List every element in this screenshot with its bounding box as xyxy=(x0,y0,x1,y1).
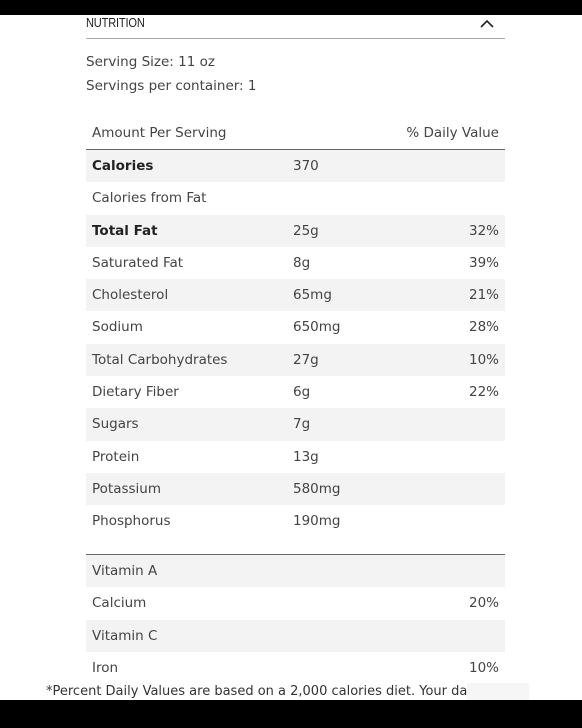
table-row: Calcium 20% xyxy=(86,587,505,619)
table-row: Vitamin C xyxy=(86,619,505,652)
vitamin-name: Vitamin C xyxy=(92,627,158,644)
nutrient-amount: 7g xyxy=(293,416,311,433)
column-header-amount: Amount Per Serving xyxy=(92,125,227,141)
nutrient-amount: 370 xyxy=(293,158,319,174)
nutrient-amount: 27g xyxy=(293,351,319,368)
table-row: Cholesterol 65mg 21% xyxy=(86,279,505,312)
vitamin-name: Iron xyxy=(92,659,119,676)
chevron-up-icon[interactable] xyxy=(479,16,495,30)
nutrient-daily-value: 32% xyxy=(468,222,499,239)
nutrient-amount: 190mg xyxy=(293,513,341,530)
divider xyxy=(86,554,505,555)
table-row: Calories 370 xyxy=(86,150,505,183)
nutrient-amount: 25g xyxy=(293,222,319,239)
nutrient-name: Calories xyxy=(92,158,154,174)
table-row: Calories from Fat xyxy=(86,182,505,214)
top-black-bar xyxy=(0,0,582,15)
table-row: Potassium 580mg xyxy=(86,472,505,506)
nutrient-name: Protein xyxy=(92,448,140,465)
nutrient-amount: 6g xyxy=(293,384,311,401)
nutrient-amount: 13g xyxy=(293,448,319,465)
servings-per-container: Servings per container: 1 xyxy=(86,78,257,94)
footnote: *Percent Daily Values are based on a 2,0… xyxy=(46,684,483,699)
nutrient-name: Sugars xyxy=(92,416,139,433)
table-row: Iron 10% xyxy=(86,652,505,684)
nutrient-name: Total Carbohydrates xyxy=(92,351,228,368)
vitamin-daily-value: 10% xyxy=(468,659,499,676)
nutrient-name: Cholesterol xyxy=(92,287,169,304)
nutrient-daily-value: 22% xyxy=(468,384,499,401)
nutrient-name: Dietary Fiber xyxy=(92,384,179,401)
table-row: Sodium 650mg 28% xyxy=(86,311,505,343)
nutrient-name: Sodium xyxy=(92,319,143,336)
table-row: Sugars 7g xyxy=(86,408,505,441)
table-row: Total Carbohydrates 27g 10% xyxy=(86,343,505,377)
table-header: Amount Per Serving % Daily Value xyxy=(86,117,505,150)
nutrient-amount: 580mg xyxy=(293,480,341,497)
overlay-patch xyxy=(467,683,529,700)
nutrient-name: Calories from Fat xyxy=(92,190,207,207)
bottom-black-bar xyxy=(0,700,582,728)
nutrient-name: Potassium xyxy=(92,480,162,497)
nutrition-header: NUTRITION xyxy=(86,15,505,39)
vitamin-rows: Vitamin A Calcium 20% Vitamin C Iron 10% xyxy=(86,555,505,684)
table-row: Protein 13g xyxy=(86,441,505,473)
vitamin-name: Vitamin A xyxy=(92,563,158,579)
nutrient-daily-value: 39% xyxy=(468,254,499,271)
table-row: Saturated Fat 8g 39% xyxy=(86,247,505,279)
nutrient-name: Saturated Fat xyxy=(92,254,184,271)
serving-size: Serving Size: 11 oz xyxy=(86,54,215,70)
vitamin-daily-value: 20% xyxy=(468,595,499,612)
vitamin-name: Calcium xyxy=(92,595,147,612)
column-header-daily-value: % Daily Value xyxy=(406,125,499,141)
table-row: Phosphorus 190mg xyxy=(86,505,505,537)
nutrient-name: Phosphorus xyxy=(92,513,171,530)
nutrient-rows: Calories 370 Calories from Fat Total Fat 25g… xyxy=(86,150,505,538)
table-row: Vitamin A xyxy=(86,555,505,588)
table-row: Dietary Fiber 6g 22% xyxy=(86,376,505,408)
nutrient-daily-value: 10% xyxy=(468,351,499,368)
nutrient-name: Total Fat xyxy=(92,222,158,239)
section-title: NUTRITION xyxy=(86,15,145,30)
nutrient-daily-value: 28% xyxy=(468,319,499,336)
nutrient-daily-value: 21% xyxy=(468,287,499,304)
nutrient-amount: 650mg xyxy=(293,319,341,336)
table-row: Total Fat 25g 32% xyxy=(86,214,505,247)
nutrient-amount: 65mg xyxy=(293,287,332,304)
nutrient-amount: 8g xyxy=(293,254,311,271)
